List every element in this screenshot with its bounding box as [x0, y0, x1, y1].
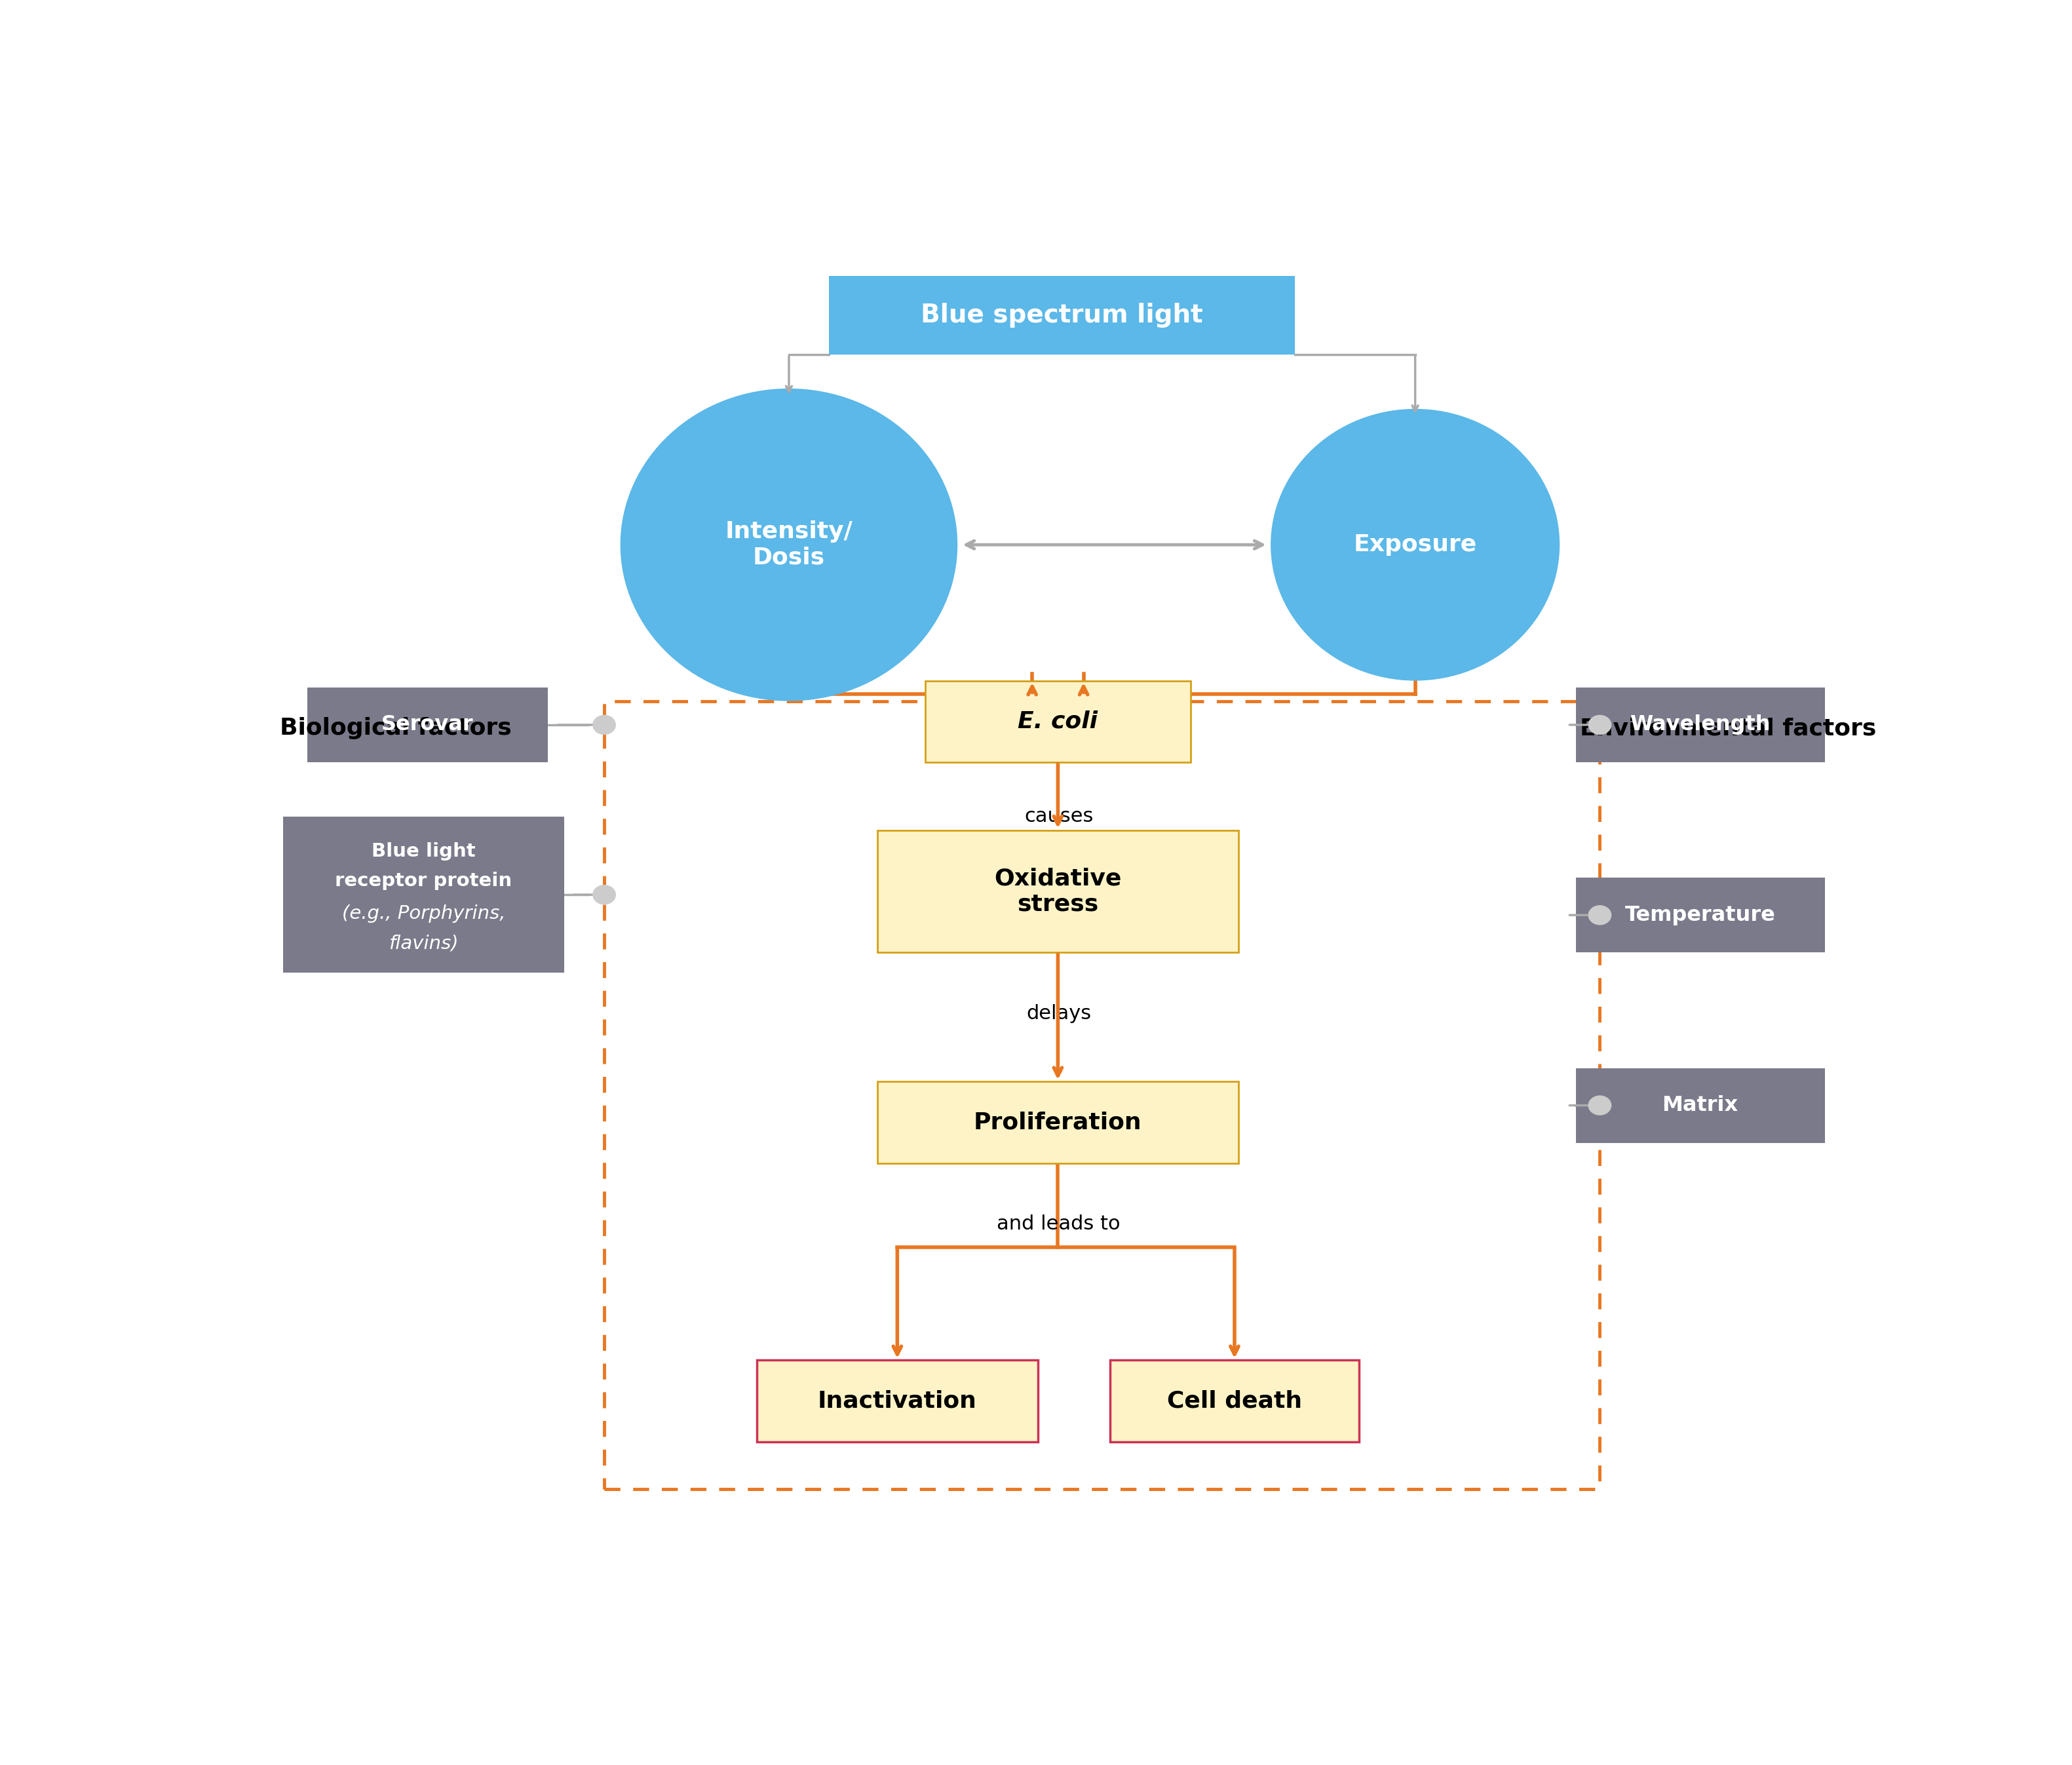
- Ellipse shape: [620, 388, 957, 701]
- Text: Wavelength: Wavelength: [1631, 715, 1769, 734]
- FancyBboxPatch shape: [1577, 877, 1825, 953]
- Text: Serovar: Serovar: [381, 715, 474, 734]
- Text: delays: delays: [1026, 1004, 1092, 1024]
- Text: flavins): flavins): [390, 934, 458, 953]
- FancyBboxPatch shape: [307, 687, 547, 762]
- Text: and leads to: and leads to: [997, 1214, 1121, 1234]
- FancyBboxPatch shape: [284, 817, 564, 973]
- Bar: [605, 701, 1600, 1490]
- Circle shape: [1589, 1096, 1612, 1115]
- FancyBboxPatch shape: [1111, 1361, 1359, 1442]
- Text: Temperature: Temperature: [1624, 905, 1776, 925]
- Text: Environmental factors: Environmental factors: [1581, 717, 1877, 740]
- Text: Oxidative
stress: Oxidative stress: [995, 867, 1121, 916]
- Text: Cell death: Cell death: [1167, 1389, 1301, 1412]
- Text: Matrix: Matrix: [1662, 1096, 1738, 1115]
- Ellipse shape: [1270, 409, 1560, 681]
- Text: Intensity/
Dosis: Intensity/ Dosis: [725, 521, 854, 568]
- FancyBboxPatch shape: [1577, 1068, 1825, 1142]
- Circle shape: [1589, 905, 1612, 925]
- Circle shape: [1589, 715, 1612, 734]
- Text: receptor protein: receptor protein: [336, 872, 512, 890]
- Circle shape: [593, 715, 615, 734]
- Text: Blue light: Blue light: [371, 842, 477, 860]
- Text: Blue spectrum light: Blue spectrum light: [920, 302, 1204, 328]
- FancyBboxPatch shape: [876, 1082, 1239, 1163]
- Text: Biological factors: Biological factors: [280, 717, 512, 740]
- FancyBboxPatch shape: [756, 1361, 1038, 1442]
- FancyBboxPatch shape: [1577, 687, 1825, 762]
- Text: Proliferation: Proliferation: [974, 1112, 1142, 1133]
- Text: (e.g., Porphyrins,: (e.g., Porphyrins,: [342, 905, 506, 923]
- FancyBboxPatch shape: [926, 681, 1189, 762]
- FancyBboxPatch shape: [829, 275, 1295, 355]
- Text: Inactivation: Inactivation: [818, 1389, 976, 1412]
- Circle shape: [593, 886, 615, 904]
- Text: causes: causes: [1024, 807, 1094, 826]
- Text: E. coli: E. coli: [1017, 710, 1098, 732]
- FancyBboxPatch shape: [876, 830, 1239, 953]
- Text: Exposure: Exposure: [1353, 533, 1477, 556]
